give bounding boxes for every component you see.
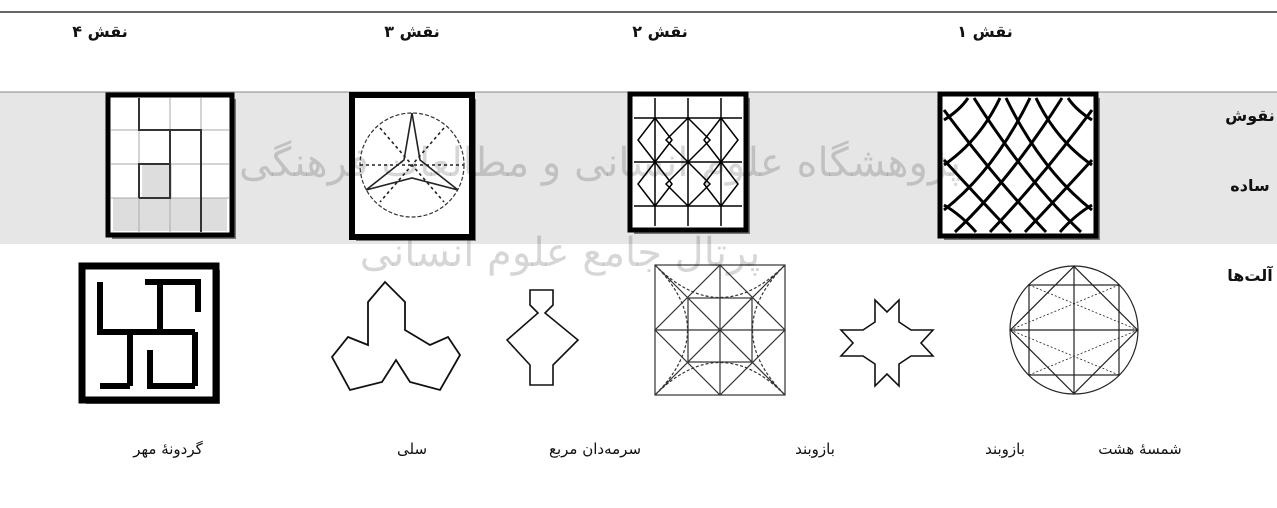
tool-gardooneh: [78, 262, 220, 404]
tool-sormedan: [654, 264, 786, 396]
pattern-4: [105, 92, 236, 239]
row-label: ساده: [1230, 176, 1270, 195]
row-label: آلت‌ها: [1227, 266, 1273, 285]
tool-bazuband-1: [839, 298, 935, 388]
pattern-1: [937, 91, 1100, 240]
pattern-2: [627, 91, 750, 234]
row-label: نقوش: [1225, 106, 1275, 125]
pattern-3: [349, 92, 476, 241]
tool-shamse: [1009, 265, 1139, 395]
watermark: پرتال جامع علوم انسانی: [359, 230, 761, 276]
caption: سلی: [396, 440, 428, 458]
tool-bazuband-2: [505, 289, 580, 386]
caption: بازوبند: [795, 440, 835, 458]
caption: سرمه‌دان مربع: [548, 440, 642, 458]
caption: گردونهٔ مهر: [133, 440, 203, 458]
caption: شمسهٔ هشت: [1098, 440, 1182, 458]
column-header: نقش ۲: [632, 22, 688, 41]
tool-soli: [330, 280, 462, 392]
watermark: پژوهشگاه علوم انسانی و مطالعات فرهنگی: [238, 140, 962, 186]
caption: بازوبند: [985, 440, 1025, 458]
column-header: نقش ۴: [72, 22, 128, 41]
column-header: نقش ۱: [957, 22, 1013, 41]
column-header: نقش ۳: [384, 22, 440, 41]
